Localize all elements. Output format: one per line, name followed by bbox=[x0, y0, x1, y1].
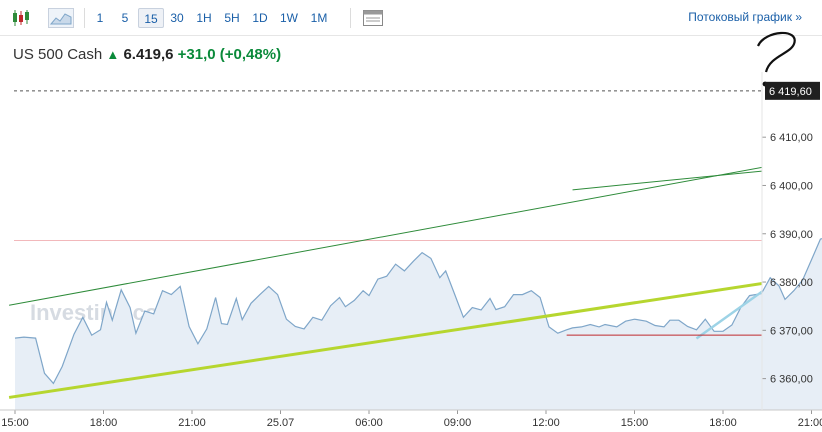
timeframe-1d[interactable]: 1D bbox=[252, 11, 268, 25]
timeframe-1h[interactable]: 1H bbox=[196, 11, 212, 25]
instrument-quote: US 500 Cash ▲ 6.419,6 +31,0 (+0,48%) bbox=[13, 46, 281, 63]
up-arrow-icon: ▲ bbox=[106, 47, 120, 62]
trendline-3 bbox=[8, 281, 762, 399]
y-tick-label: 6 400,00 bbox=[770, 180, 813, 192]
x-tick-label: 12:00 bbox=[532, 417, 560, 429]
x-tick-label: 21:00 bbox=[798, 417, 822, 429]
timeframe-1m[interactable]: 1M bbox=[310, 11, 328, 25]
toolbar-separator bbox=[350, 8, 351, 28]
x-tick-label: 15:00 bbox=[621, 417, 649, 429]
trendline-4 bbox=[695, 290, 762, 340]
trendline-2 bbox=[572, 170, 762, 191]
drawings-group bbox=[8, 166, 762, 399]
y-tick-label: 6 410,00 bbox=[770, 132, 813, 144]
price-area-fill bbox=[15, 238, 822, 410]
price-line bbox=[14, 238, 822, 385]
current-price-label: 6 419,60 bbox=[769, 86, 812, 98]
area-chart-icon[interactable] bbox=[48, 8, 74, 28]
toolbar-separator bbox=[84, 8, 85, 28]
x-tick-label: 18:00 bbox=[709, 417, 737, 429]
timeframe-15[interactable]: 15 bbox=[138, 8, 164, 28]
y-tick-label: 6 360,00 bbox=[770, 374, 813, 386]
chart-toolbar: 1 5 15 30 1H 5H 1D 1W 1M Потоковый график » bbox=[0, 0, 822, 36]
y-tick-label: 6 370,00 bbox=[770, 325, 813, 337]
price-change-percent: (+0,48%) bbox=[219, 46, 282, 63]
last-price: 6.419,6 bbox=[123, 46, 174, 63]
current-price-box bbox=[765, 81, 820, 100]
timeframe-1w[interactable]: 1W bbox=[280, 11, 298, 25]
timeframe-30[interactable]: 30 bbox=[170, 11, 184, 25]
table-icon[interactable] bbox=[362, 8, 384, 28]
timeframe-5h[interactable]: 5H bbox=[224, 11, 240, 25]
x-tick-label: 25.07 bbox=[267, 417, 295, 429]
x-tick-label: 09:00 bbox=[444, 417, 472, 429]
x-tick-label: 06:00 bbox=[355, 417, 383, 429]
candlestick-icon[interactable] bbox=[10, 8, 32, 28]
stream-chart-link[interactable]: Потоковый график » bbox=[688, 10, 802, 24]
y-tick-label: 6 380,00 bbox=[770, 277, 813, 289]
x-tick-label: 18:00 bbox=[90, 417, 118, 429]
price-change: +31,0 bbox=[177, 46, 216, 63]
x-tick-label: 15:00 bbox=[1, 417, 29, 429]
x-tick-label: 21:00 bbox=[178, 417, 206, 429]
instrument-name: US 500 Cash bbox=[13, 46, 103, 63]
question-mark-drawing bbox=[756, 31, 796, 73]
timeframe-5[interactable]: 5 bbox=[121, 11, 129, 25]
y-tick-label: 6 390,00 bbox=[770, 229, 813, 241]
timeframe-1[interactable]: 1 bbox=[96, 11, 104, 25]
trendline-1 bbox=[9, 166, 762, 306]
